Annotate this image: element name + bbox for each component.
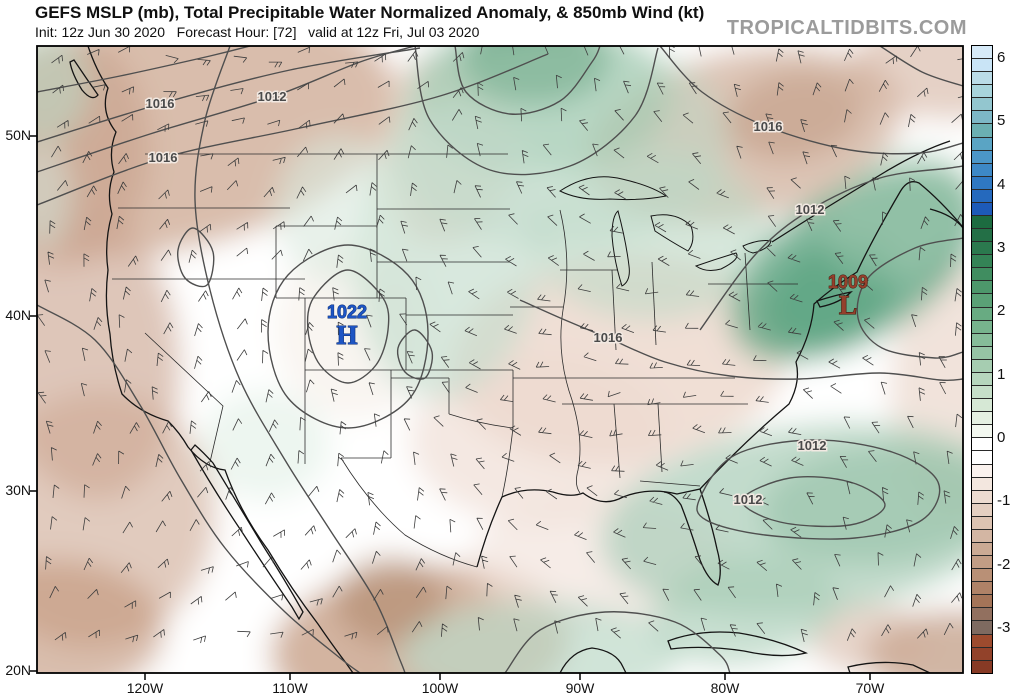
colorbar-segment: [972, 503, 992, 517]
colorbar-tick-label: 1: [997, 365, 1006, 383]
colorbar-segment: [972, 464, 992, 478]
lon-axis-label: 70W: [855, 680, 885, 696]
colorbar-segment: [972, 137, 992, 151]
isobar-labels: 1016 1012 1016 1016 1012 1016 1012 1012: [144, 88, 828, 509]
pressure-value: 1009: [828, 272, 868, 292]
watermark-tropicaltidbits: TROPICALTIDBITS.COM: [726, 17, 967, 39]
colorbar-tick-label: -1: [997, 492, 1011, 510]
colorbar-segment: [972, 189, 992, 203]
colorbar-segment: [972, 229, 992, 243]
pressure-symbol: L: [839, 290, 857, 320]
colorbar-segment: [972, 542, 992, 557]
colorbar-segment: [972, 307, 992, 321]
colorbar-segment: [972, 242, 992, 256]
colorbar-segment: [972, 46, 992, 60]
colorbar-segment: [972, 111, 992, 125]
isobar-label: 1016: [594, 330, 623, 345]
pressure-value: 1022: [327, 302, 367, 322]
pressure-symbol: H: [336, 320, 357, 350]
colorbar-segment: [972, 582, 992, 596]
lon-axis-label: 80W: [710, 680, 740, 696]
colorbar-segment: [972, 595, 992, 609]
colorbar-segment: [972, 412, 992, 426]
wind-barbs: [37, 46, 963, 644]
lat-axis-label: 20N: [5, 662, 31, 678]
isobar-label: 1012: [796, 202, 825, 217]
colorbar-segment: [972, 425, 992, 439]
lat-axis-label: 50N: [5, 127, 31, 143]
colorbar-segment: [972, 490, 992, 504]
colorbar-tick-label: 3: [997, 238, 1006, 256]
colorbar-tick-label: 4: [997, 175, 1006, 193]
colorbar-segment: [972, 202, 992, 217]
colorbar-segment: [972, 98, 992, 112]
colorbar-segment: [972, 569, 992, 583]
colorbar-segment: [972, 268, 992, 282]
colorbar-segment: [972, 281, 992, 295]
colorbar-segment: [972, 359, 992, 373]
isobar-label: 1012: [734, 492, 763, 507]
lon-axis-label: 120W: [126, 680, 164, 696]
chart-title: GEFS MSLP (mb), Total Precipitable Water…: [35, 3, 705, 22]
colorbar-segment: [972, 438, 992, 452]
colorbar-segment: [972, 386, 992, 400]
colorbar-segment: [972, 647, 992, 661]
colorbar-segment: [972, 216, 992, 230]
colorbar-segment: [972, 346, 992, 360]
colorbar-tick-label: 6: [997, 49, 1006, 66]
colorbar-tick-label: 2: [997, 302, 1006, 320]
colorbar-tick-label: 0: [997, 428, 1006, 446]
lon-axis-label: 90W: [565, 680, 595, 696]
colorbar-segment: [972, 163, 992, 177]
map-frame: [36, 45, 964, 674]
colorbar-segment: [972, 320, 992, 334]
colorbar-segment: [972, 451, 992, 465]
colorbar: [971, 45, 993, 674]
colorbar-segment: [972, 59, 992, 73]
colorbar-segment: [972, 556, 992, 570]
colorbar-segment: [972, 621, 992, 635]
isobar-label: 1012: [258, 89, 287, 104]
lat-axis-label: 40N: [5, 307, 31, 323]
colorbar-segment: [972, 72, 992, 86]
colorbar-segment: [972, 608, 992, 622]
colorbar-tick-label: -2: [997, 555, 1011, 573]
isobar-label: 1012: [798, 438, 827, 453]
colorbar-segment: [972, 516, 992, 530]
colorbar-segment: [972, 85, 992, 99]
isobar-label: 1016: [754, 119, 783, 134]
colorbar-segment: [972, 294, 992, 308]
colorbar-segment: [972, 634, 992, 648]
colorbar-segment: [972, 477, 992, 491]
isobar-contours: [37, 46, 963, 673]
colorbar-tick-label: 5: [997, 112, 1006, 130]
colorbar-segment: [972, 333, 992, 347]
geography-borders: [69, 46, 963, 673]
isobar-label: 1016: [146, 96, 175, 111]
colorbar-segment: [972, 529, 992, 543]
colorbar-segment: [972, 150, 992, 164]
lon-axis-label: 110W: [272, 680, 308, 696]
colorbar-segment: [972, 124, 992, 138]
lon-axis-label: 100W: [421, 680, 459, 696]
colorbar-segment: [972, 372, 992, 387]
chart-init-forecast-line: Init: 12z Jun 30 2020 Forecast Hour: [72…: [35, 24, 480, 40]
isobar-label: 1016: [149, 150, 178, 165]
colorbar-segment: [972, 399, 992, 413]
lat-axis-label: 30N: [5, 482, 31, 498]
colorbar-segment: [972, 176, 992, 190]
colorbar-tick-label: -3: [997, 618, 1011, 636]
colorbar-segment: [972, 660, 992, 673]
colorbar-segment: [972, 255, 992, 269]
